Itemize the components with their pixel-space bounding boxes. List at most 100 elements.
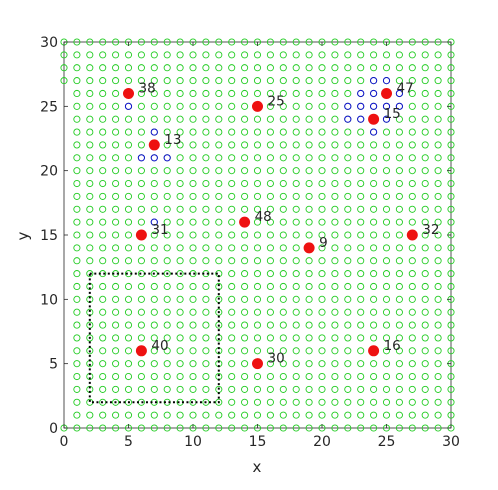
blue-node bbox=[370, 102, 378, 110]
grid-node bbox=[305, 334, 313, 342]
grid-node bbox=[408, 167, 416, 175]
grid-node bbox=[408, 115, 416, 123]
grid-node bbox=[395, 411, 403, 419]
blue-node bbox=[370, 77, 378, 85]
grid-node bbox=[266, 270, 274, 278]
grid-node bbox=[215, 424, 223, 432]
grid-node bbox=[279, 64, 287, 72]
grid-node bbox=[344, 385, 352, 393]
grid-node bbox=[241, 38, 249, 46]
grid-node bbox=[344, 295, 352, 303]
grid-node bbox=[137, 411, 145, 419]
grid-node bbox=[292, 218, 300, 226]
grid-node bbox=[421, 334, 429, 342]
grid-node bbox=[99, 141, 107, 149]
grid-node bbox=[163, 231, 171, 239]
grid-node bbox=[357, 347, 365, 355]
grid-node bbox=[137, 38, 145, 46]
grid-node bbox=[421, 295, 429, 303]
grid-node bbox=[202, 38, 210, 46]
grid-node bbox=[163, 192, 171, 200]
grid-node bbox=[150, 167, 158, 175]
grid-node bbox=[112, 77, 120, 85]
grid-node bbox=[331, 385, 339, 393]
grid-node bbox=[99, 360, 107, 368]
grid-node bbox=[279, 89, 287, 98]
blue-node-layer bbox=[124, 77, 403, 226]
grid-node bbox=[189, 179, 197, 188]
grid-node bbox=[395, 167, 403, 175]
plot-area bbox=[63, 41, 452, 429]
grid-node bbox=[266, 154, 274, 162]
grid-node bbox=[434, 270, 442, 278]
grid-node bbox=[137, 372, 145, 381]
grid-node bbox=[408, 270, 416, 278]
grid-node bbox=[150, 115, 158, 123]
grid-node bbox=[150, 385, 158, 393]
grid-node bbox=[228, 257, 236, 265]
grid-node bbox=[357, 154, 365, 162]
grid-node bbox=[163, 179, 171, 188]
grid-node bbox=[318, 64, 326, 72]
grid-node bbox=[447, 257, 455, 265]
grid-node bbox=[421, 347, 429, 355]
grid-node bbox=[73, 179, 81, 188]
red-node-label: 13 bbox=[164, 132, 181, 148]
grid-node bbox=[215, 77, 223, 85]
grid-node bbox=[176, 218, 184, 226]
grid-node bbox=[447, 398, 455, 406]
grid-node bbox=[215, 192, 223, 200]
grid-node bbox=[395, 205, 403, 213]
grid-node bbox=[137, 295, 145, 303]
grid-node bbox=[305, 38, 313, 46]
grid-node bbox=[137, 282, 145, 291]
grid-node bbox=[228, 154, 236, 162]
grid-node bbox=[292, 372, 300, 381]
grid-node bbox=[176, 51, 184, 59]
grid-node bbox=[202, 205, 210, 213]
grid-node bbox=[202, 154, 210, 162]
grid-node bbox=[241, 385, 249, 393]
grid-node bbox=[305, 360, 313, 368]
grid-node bbox=[331, 231, 339, 239]
grid-node bbox=[318, 128, 326, 136]
grid-node bbox=[434, 64, 442, 72]
grid-node bbox=[292, 385, 300, 393]
grid-node bbox=[421, 154, 429, 162]
grid-node bbox=[163, 218, 171, 226]
grid-node bbox=[215, 154, 223, 162]
grid-node bbox=[73, 372, 81, 381]
red-node bbox=[239, 216, 251, 228]
blue-node bbox=[357, 102, 365, 110]
grid-node bbox=[202, 141, 210, 149]
grid-node bbox=[421, 89, 429, 98]
grid-node bbox=[266, 77, 274, 85]
grid-node bbox=[318, 115, 326, 123]
grid-node bbox=[292, 295, 300, 303]
grid-node bbox=[189, 282, 197, 291]
grid-node bbox=[344, 244, 352, 252]
grid-node bbox=[279, 360, 287, 368]
grid-node bbox=[73, 128, 81, 136]
grid-node bbox=[112, 115, 120, 123]
grid-node bbox=[279, 102, 287, 110]
grid-node bbox=[344, 334, 352, 342]
grid-node bbox=[150, 192, 158, 200]
grid-node bbox=[318, 295, 326, 303]
grid-node bbox=[228, 321, 236, 329]
grid-node bbox=[318, 244, 326, 252]
grid-node bbox=[86, 77, 94, 85]
grid-node bbox=[176, 167, 184, 175]
grid-node bbox=[253, 270, 262, 278]
grid-node bbox=[292, 167, 300, 175]
grid-node bbox=[370, 218, 378, 226]
grid-node bbox=[305, 282, 313, 291]
grid-node bbox=[292, 282, 300, 291]
grid-node bbox=[163, 424, 171, 432]
grid-node bbox=[189, 167, 197, 175]
grid-node bbox=[434, 424, 442, 432]
grid-node bbox=[331, 154, 339, 162]
red-node-label: 47 bbox=[397, 80, 414, 96]
grid-node bbox=[266, 231, 274, 239]
grid-node bbox=[421, 411, 429, 419]
